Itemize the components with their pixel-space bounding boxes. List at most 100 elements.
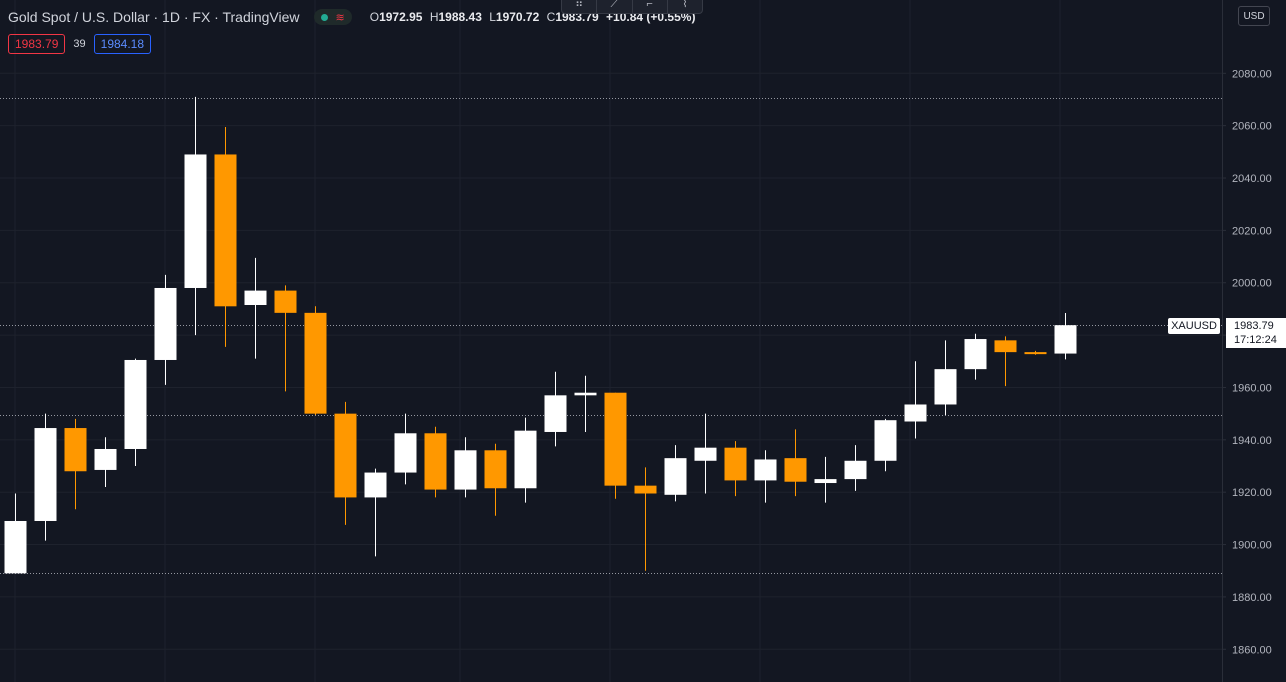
- candle[interactable]: [784, 429, 807, 497]
- path-icon[interactable]: ⌐: [633, 0, 668, 13]
- candle[interactable]: [994, 336, 1017, 387]
- candle-body: [874, 420, 897, 461]
- candle-body: [694, 447, 717, 461]
- candle[interactable]: [814, 456, 837, 503]
- candle[interactable]: [184, 96, 207, 336]
- ohlc-values: O1972.95 H1988.43 L1970.72 C1983.79 +10.…: [370, 10, 696, 24]
- candle[interactable]: [694, 413, 717, 494]
- price-axis[interactable]: 1860.00 1880.00 1900.00 1920.00 1940.00 1960.…: [1222, 68, 1272, 656]
- candle[interactable]: [154, 274, 177, 385]
- candle-body: [184, 154, 207, 288]
- candle[interactable]: [424, 426, 447, 498]
- candle[interactable]: [634, 467, 657, 571]
- candle[interactable]: [64, 418, 87, 510]
- symbol-title[interactable]: Gold Spot / U.S. Dollar · 1D · FX · Trad…: [8, 9, 300, 25]
- low-label: L: [489, 10, 496, 24]
- sell-price-button[interactable]: 1983.79: [8, 34, 66, 54]
- candle-body: [124, 359, 147, 449]
- candle[interactable]: [514, 417, 537, 503]
- price-tick-label: 2080.00: [1232, 68, 1272, 80]
- candle[interactable]: [484, 443, 507, 516]
- price-tick-label: 2020.00: [1232, 225, 1272, 237]
- price-tick-label: 1940.00: [1232, 435, 1272, 447]
- candle[interactable]: [544, 371, 567, 447]
- candle[interactable]: [874, 418, 897, 472]
- candle[interactable]: [844, 445, 867, 491]
- candle[interactable]: [244, 257, 267, 359]
- last-price-label: 1983.79 17:12:24: [1226, 318, 1286, 348]
- candle[interactable]: [34, 413, 57, 541]
- candle[interactable]: [574, 375, 597, 432]
- candle[interactable]: [274, 285, 297, 392]
- candle-body: [574, 392, 597, 396]
- buy-price-button[interactable]: 1984.18: [93, 34, 152, 54]
- candle-body: [304, 312, 327, 414]
- candle-body: [604, 392, 627, 486]
- candle-body: [1054, 325, 1077, 354]
- low-value: 1970.72: [495, 10, 540, 24]
- price-tick-label: 1860.00: [1232, 644, 1272, 656]
- candle[interactable]: [1024, 350, 1047, 355]
- chart-legend: Gold Spot / U.S. Dollar · 1D · FX · Trad…: [8, 8, 695, 26]
- candle[interactable]: [724, 441, 747, 497]
- symbol-price-tag: XAUUSD: [1168, 318, 1220, 334]
- candle[interactable]: [4, 493, 27, 574]
- open-value: 1972.95: [379, 10, 423, 24]
- candle-body: [214, 154, 237, 307]
- candle[interactable]: [124, 358, 147, 467]
- candle-body: [784, 458, 807, 482]
- candle-body: [4, 520, 27, 574]
- candle[interactable]: [604, 392, 627, 499]
- price-tick-label: 2040.00: [1232, 173, 1272, 185]
- price-tick-label: 1920.00: [1232, 487, 1272, 499]
- candle-body: [754, 459, 777, 481]
- candle[interactable]: [904, 361, 927, 439]
- candle-body: [904, 404, 927, 422]
- waves-icon: ≋: [335, 10, 345, 24]
- price-tick-label: 1900.00: [1232, 540, 1272, 552]
- candle[interactable]: [664, 445, 687, 502]
- candle[interactable]: [754, 450, 777, 503]
- candle-body: [544, 395, 567, 432]
- candle-body: [994, 340, 1017, 353]
- candle[interactable]: [364, 468, 387, 557]
- candle-body: [394, 433, 417, 473]
- market-open-dot-icon: [320, 13, 328, 21]
- candle-body: [64, 428, 87, 472]
- close-label: C: [546, 10, 556, 24]
- market-status-pill[interactable]: ≋: [313, 9, 352, 25]
- candle-body: [244, 290, 267, 306]
- candle[interactable]: [304, 306, 327, 415]
- currency-button[interactable]: USD: [1238, 6, 1270, 26]
- chart-grid: [0, 0, 1222, 682]
- candle-body: [664, 458, 687, 495]
- candle[interactable]: [94, 437, 117, 487]
- candle-body: [274, 290, 297, 313]
- candle[interactable]: [964, 333, 987, 380]
- candle-body: [844, 460, 867, 480]
- candle-body: [934, 369, 957, 405]
- trend-line-icon[interactable]: ⟋: [597, 0, 633, 13]
- floating-drawing-toolbar: ⠿ ⟋ ⌐ ⌇: [561, 0, 703, 14]
- drag-handle-icon[interactable]: ⠿: [562, 0, 598, 13]
- last-price-value: 1983.79: [1234, 320, 1274, 332]
- high-value: 1988.43: [438, 10, 482, 24]
- candle-body: [94, 448, 117, 470]
- candle-body: [964, 339, 987, 370]
- candle[interactable]: [454, 437, 477, 498]
- horizontal-levels: [0, 98, 1222, 574]
- measure-icon[interactable]: ⌇: [682, 0, 688, 10]
- candle-body: [814, 479, 837, 484]
- candle-body: [424, 433, 447, 490]
- candle[interactable]: [934, 340, 957, 415]
- candle-body: [1024, 352, 1047, 355]
- candle[interactable]: [334, 401, 357, 525]
- candle-body: [484, 450, 507, 489]
- candle-body: [34, 428, 57, 521]
- bar-countdown: 17:12:24: [1234, 334, 1277, 346]
- candle-body: [454, 450, 477, 490]
- candle[interactable]: [394, 413, 417, 485]
- candle[interactable]: [214, 126, 237, 347]
- candle[interactable]: [1054, 313, 1077, 360]
